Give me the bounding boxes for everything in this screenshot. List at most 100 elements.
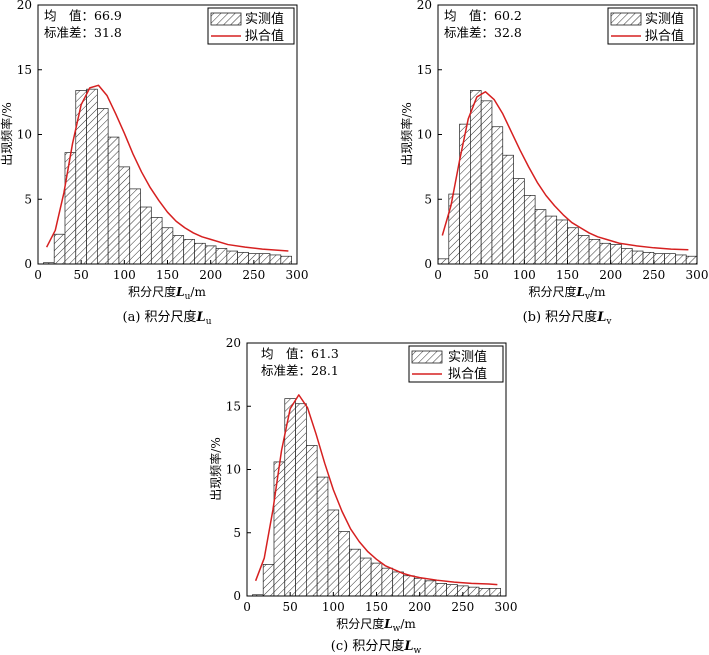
y-axis-label-a: 出现频率/%	[0, 102, 14, 165]
bar-a-13	[183, 239, 195, 265]
y-tick-label-b-15: 15	[417, 63, 432, 77]
y-tick-label-c-10: 10	[226, 463, 241, 477]
bar-c-13	[392, 571, 404, 597]
bar-c-16	[424, 580, 437, 597]
bar-b-0	[437, 258, 450, 265]
bar-a-8	[129, 188, 141, 265]
x-axis-label-a: 积分尺度Lu/m	[128, 284, 206, 302]
bar-a-9	[140, 206, 152, 265]
std-label-c: 标准差：	[261, 363, 311, 378]
mean-value-a: 66.9	[94, 8, 122, 23]
bar-a-5	[96, 108, 109, 265]
bar-c-12	[381, 567, 394, 597]
bar-b-16	[610, 244, 622, 265]
caption-b: (b) 积分尺度Lv	[523, 309, 613, 327]
svg-text:均 值：60.2: 均 值：60.2	[444, 8, 522, 23]
svg-text:标准差：28.1: 标准差：28.1	[261, 363, 339, 378]
bar-a-2	[64, 152, 77, 265]
x-tick-label-c-300: 300	[495, 600, 518, 614]
x-axis-label-c: 积分尺度Lw/m	[336, 616, 416, 634]
y-tick-label-b-10: 10	[417, 128, 432, 142]
bar-b-5	[491, 126, 504, 265]
x-tick-label-b-300: 300	[686, 268, 709, 282]
bar-b-23	[685, 255, 698, 265]
y-tick-label-b-20: 20	[417, 0, 432, 12]
bar-c-18	[446, 584, 458, 597]
bar-a-16	[215, 248, 228, 265]
bar-c-11	[370, 562, 383, 597]
bar-b-15	[599, 242, 612, 265]
std-value-b: 32.8	[494, 25, 522, 40]
bar-b-10	[545, 215, 558, 265]
bar-b-20	[653, 253, 665, 265]
x-tick-label-c-100: 100	[322, 600, 345, 614]
bar-c-14	[403, 575, 415, 597]
mean-label-a: 均 值：	[44, 8, 94, 23]
x-tick-label-a-200: 200	[199, 268, 222, 282]
legend-b: 实测值 拟合值	[607, 7, 695, 45]
legend-a: 实测值 拟合值	[207, 7, 295, 45]
legend-label-bar-c: 实测值	[448, 349, 487, 365]
ticks-b: 0 50 100 150 200 250 300 0 5 10 15 20	[417, 0, 709, 282]
fit-line-c	[254, 394, 498, 586]
x-tick-label-c-0: 0	[243, 600, 251, 614]
x-tick-label-b-200: 200	[599, 268, 622, 282]
bar-c-1	[262, 564, 275, 597]
y-axis-label-c: 出现频率/%	[208, 437, 223, 500]
bar-c-22	[489, 588, 501, 597]
y-tick-label-c-0: 0	[233, 589, 241, 603]
bar-b-17	[621, 248, 633, 265]
bar-b-7	[513, 178, 525, 265]
fit-line-a	[45, 84, 289, 252]
bar-a-21	[269, 254, 282, 265]
stats-box-b: 均 值：60.2 标准差：32.8	[444, 8, 522, 40]
bar-a-3	[75, 90, 87, 265]
bar-b-3	[470, 90, 482, 265]
bar-b-14	[588, 239, 601, 265]
bar-c-6	[316, 476, 329, 597]
x-tick-label-a-50: 50	[74, 268, 89, 282]
bars-a	[43, 88, 292, 265]
chart-c: 0 50 100 150 200 250 300 0 5 10 15 20 均 值：61.3 标准差：…	[208, 336, 517, 655]
bar-a-11	[161, 227, 174, 265]
std-value-a: 31.8	[94, 25, 122, 40]
bar-b-9	[534, 209, 547, 265]
legend-swatch-bar-c	[411, 350, 443, 364]
bar-b-22	[675, 254, 687, 265]
x-tick-label-a-300: 300	[286, 268, 309, 282]
y-axis-label-b: 出现频率/%	[399, 102, 414, 165]
chart-b: 0 50 100 150 200 250 300 0 5 10 15 20 均 值：60.2 标准差：…	[399, 0, 708, 327]
bar-b-19	[642, 251, 655, 265]
legend-label-line-a: 拟合值	[245, 28, 284, 44]
x-tick-label-b-100: 100	[513, 268, 536, 282]
bar-c-2	[273, 461, 286, 597]
bars-b	[437, 90, 698, 265]
x-tick-label-b-250: 250	[642, 268, 665, 282]
bar-c-9	[349, 548, 361, 597]
x-tick-label-c-250: 250	[451, 600, 474, 614]
x-axis-label-b: 积分尺度Lv/m	[529, 284, 607, 302]
bar-c-4	[295, 403, 307, 597]
x-tick-label-c-50: 50	[283, 600, 298, 614]
bar-b-11	[556, 219, 568, 265]
x-tick-label-a-100: 100	[113, 268, 136, 282]
x-tick-label-a-250: 250	[242, 268, 265, 282]
caption-a: (a) 积分尺度Lu	[123, 309, 212, 327]
x-tick-label-c-200: 200	[408, 600, 431, 614]
ticks-c: 0 50 100 150 200 250 300 0 5 10 15 20	[226, 336, 518, 614]
bar-a-20	[258, 253, 271, 265]
bar-b-18	[631, 250, 644, 265]
x-tick-label-b-150: 150	[556, 268, 579, 282]
legend-label-bar-b: 实测值	[645, 11, 684, 27]
bar-c-10	[359, 557, 372, 597]
y-tick-label-c-15: 15	[226, 399, 241, 413]
bar-a-22	[280, 255, 292, 265]
y-tick-label-a-0: 0	[24, 257, 32, 271]
x-tick-label-b-0: 0	[434, 268, 442, 282]
legend-label-line-b: 拟合值	[645, 28, 684, 44]
x-tick-label-a-150: 150	[156, 268, 179, 282]
std-label-a: 标准差：	[44, 25, 94, 40]
x-tick-label-b-50: 50	[474, 268, 489, 282]
legend-c: 实测值 拟合值	[408, 345, 504, 383]
bar-b-21	[664, 253, 676, 265]
